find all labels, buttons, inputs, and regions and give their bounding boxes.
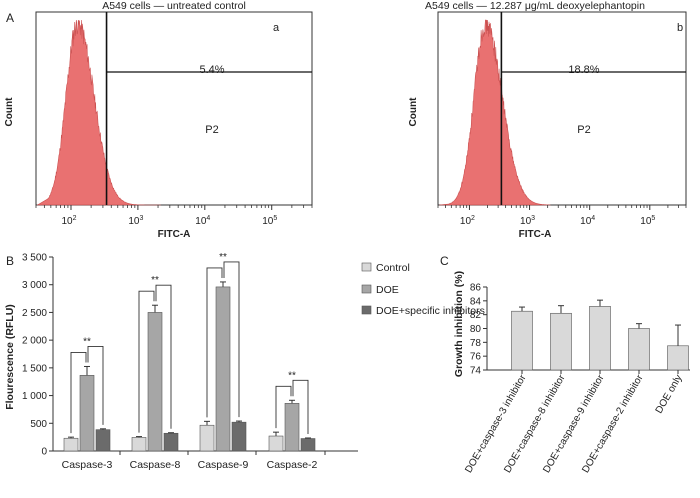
bar-b-significance-bracket [70,352,87,434]
bar-chart-c: Growth inhibition (%) 74767880828486DOE+… [453,271,690,475]
histo-a-x-tick-label-1: 103 [128,215,143,227]
bar-b-legend: Control DOE DOE+specific inhibitors [361,262,485,317]
histogram-b-gate-name: P2 [577,124,590,136]
bar-b-significance-bracket [206,267,223,418]
histo-b-histogram-area [439,19,551,206]
bar-b-bar [163,432,179,452]
histogram-a-y-label: Count [4,97,15,127]
bar-c-y-tick-label: 76 [470,352,482,363]
bar-b-category-label: Caspase-2 [267,459,318,471]
bar-b-significance-label: ** [288,370,296,381]
legend-swatch-doe [361,284,372,294]
legend-label-doe-inhibitors: DOE+specific inhibitors [376,305,485,317]
legend-label-control: Control [376,262,410,274]
bar-b-bar [131,437,147,452]
histogram-a-gate-name: P2 [205,124,218,136]
histogram-b-corner-label: b [677,22,683,34]
bar-c-y-tick-label: 74 [470,366,482,377]
histogram-b: A549 cells — 12.287 μg/mL deoxyelephanto… [408,0,687,240]
bar-c-bar [511,310,533,371]
bar-c-bar [628,328,650,371]
legend-swatch-doe-inhibitors [361,305,372,315]
bar-b-category-label: Caspase-8 [130,459,181,471]
bar-b-significance-bracket [223,261,240,418]
panel-letter-b: B [6,254,14,268]
histo-b-x-tick-label-1: 103 [520,215,535,227]
bar-c-y-tick-label: 78 [470,338,482,349]
bar-b-bar [95,429,111,452]
histogram-b-x-label: FITC-A [519,229,552,240]
bar-b-significance-label: ** [83,336,91,347]
histo-a-histogram-area [36,19,161,206]
histo-a-x-tick-label-3: 105 [262,215,277,227]
bar-b-bar [300,438,316,452]
legend-label-doe: DOE [376,284,399,296]
bar-c-y-tick-label: 84 [470,296,482,307]
bar-c-bar [550,312,572,371]
histo-a-x-tick-label-0: 102 [61,215,76,227]
bar-b-significance-bracket [292,379,309,434]
bar-b-significance-label: ** [151,275,159,286]
bar-b-significance-label: ** [219,252,227,263]
histo-b-x-tick-label-0: 102 [460,215,475,227]
bar-b-significance-bracket [155,284,172,429]
bar-b-significance-bracket [138,290,155,433]
bar-b-bar [79,375,95,452]
panel-letter-c: C [440,254,449,268]
histogram-b-gate-percent: 18.8% [568,64,599,76]
bar-c-y-label: Growth inhibition (%) [453,271,465,377]
bar-chart-b: Flourescence (RFLU) Control DOE DOE+spec… [4,252,485,471]
bar-b-y-tick-label: 1 000 [22,391,47,402]
bar-b-bar [231,421,247,452]
histo-b-x-tick-label-3: 105 [640,215,655,227]
bar-b-significance-bracket [87,346,104,425]
panel-letter-a: A [6,11,14,25]
histo-a-x-tick-label-2: 104 [195,215,210,227]
histogram-a: A549 cells — untreated control a 5.4% P2… [4,0,313,240]
histogram-a-x-label: FITC-A [158,229,191,240]
legend-swatch-control [361,262,372,272]
histo-a-frame [35,11,313,206]
bar-b-bar [147,312,163,452]
bar-b-y-tick-label: 3 000 [22,280,47,291]
histogram-a-gate-percent: 5.4% [199,64,224,76]
histogram-b-title: A549 cells — 12.287 μg/mL deoxyelephanto… [425,0,645,12]
bar-c-category-label: DOE only [654,373,685,416]
bar-b-bar [199,424,215,452]
bar-c-bar [667,345,689,371]
bar-b-category-label: Caspase-9 [198,459,249,471]
bar-b-y-tick-label: 3 500 [22,253,47,264]
histogram-b-y-label: Count [408,97,419,127]
histogram-a-corner-label: a [273,22,280,34]
bar-c-y-tick-label: 86 [470,283,482,294]
histo-b-frame [437,11,687,206]
histogram-a-title: A549 cells — untreated control [102,0,246,12]
bar-b-bar [215,286,231,452]
bar-b-y-tick-label: 500 [30,419,47,430]
bar-b-y-tick-label: 2 000 [22,336,47,347]
bar-b-y-tick-label: 0 [41,447,47,458]
bar-b-bar [63,437,79,452]
bar-b-y-tick-label: 2 500 [22,308,47,319]
bar-b-y-label: Flourescence (RFLU) [4,304,16,410]
bar-c-bar [589,306,611,371]
bar-b-bar [284,403,300,452]
bar-b-bar [268,435,284,452]
bar-b-significance-bracket [275,385,292,429]
histo-b-x-tick-label-2: 104 [580,215,595,227]
bar-b-y-tick-label: 1 500 [22,363,47,374]
bar-c-y-tick-label: 82 [470,310,482,321]
bar-c-y-tick-label: 80 [470,324,482,335]
bar-b-category-label: Caspase-3 [62,459,113,471]
